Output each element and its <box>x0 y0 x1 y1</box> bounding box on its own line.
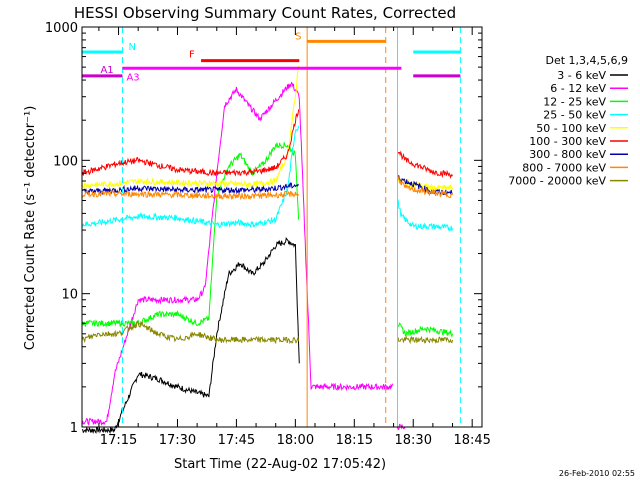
y-tick-label-1: 1 <box>70 421 78 436</box>
annotation-label-3: F <box>189 50 195 61</box>
y-tick-label-2: 10 <box>61 288 78 303</box>
x-tick-label-3: 17:45 <box>218 433 255 448</box>
legend-label-7: 300 - 800 keV <box>529 148 606 161</box>
annotation-label-4: S <box>295 31 301 42</box>
x-tick-label-1: 17:15 <box>100 433 137 448</box>
x-axis-label: Start Time (22-Aug-02 17:05:42) <box>174 457 386 472</box>
series-line-6 <box>397 150 453 179</box>
axes: 1 10 100 1000 17:15 17:30 17:45 18:00 18:15 18:30… <box>45 21 491 448</box>
legend-label-3: 12 - 25 keV <box>543 95 606 108</box>
series-line-6 <box>81 109 300 177</box>
x-tick-label-6: 18:30 <box>395 433 432 448</box>
legend-label-9: 7000 - 20000 keV <box>508 175 606 188</box>
legend-title: Det 1,3,4,5,6,9 <box>545 54 628 67</box>
series-line-7 <box>81 182 299 196</box>
series-line-2 <box>81 81 394 426</box>
series-line-5 <box>81 65 300 190</box>
legend-label-4: 25 - 50 keV <box>543 109 606 122</box>
y-tick-label-4: 1000 <box>45 21 78 36</box>
annotation-label-6: A3 <box>126 72 139 83</box>
y-tick-label-3: 100 <box>53 154 78 169</box>
x-tick-label-5: 18:15 <box>336 433 373 448</box>
series-line-7 <box>397 174 453 196</box>
series-line-8 <box>81 189 300 201</box>
series-line-9 <box>81 320 300 345</box>
x-tick-label-4: 18:00 <box>277 433 314 448</box>
series-line-4 <box>81 125 300 229</box>
series-line-3 <box>397 322 453 338</box>
generation-timestamp: 26-Feb-2010 02:55 <box>559 469 635 478</box>
series-line-8 <box>397 175 453 199</box>
legend-label-2: 6 - 12 keV <box>550 82 606 95</box>
plot-frame <box>81 26 483 428</box>
legend-label-5: 50 - 100 keV <box>536 122 606 135</box>
annotation-label-5: A1 <box>100 65 113 76</box>
legend-label-6: 100 - 300 keV <box>529 135 606 148</box>
series-line-3 <box>81 142 300 329</box>
series-line-4 <box>397 199 453 232</box>
chart-title: HESSI Observing Summary Count Rates, Cor… <box>74 4 456 22</box>
legend-label-1: 3 - 6 keV <box>557 69 606 82</box>
y-axis-label: Corrected Count Rate (s⁻¹ detector⁻¹) <box>23 106 38 351</box>
x-tick-label-2: 17:30 <box>159 433 196 448</box>
series-line-9 <box>397 335 453 345</box>
series-line-2 <box>397 423 406 431</box>
plot-area: N F S A1 A3 <box>81 27 461 435</box>
annotation-label-1: N <box>128 42 135 53</box>
x-tick-label-7: 18:45 <box>453 433 490 448</box>
legend-label-8: 800 - 7000 keV <box>522 161 606 174</box>
